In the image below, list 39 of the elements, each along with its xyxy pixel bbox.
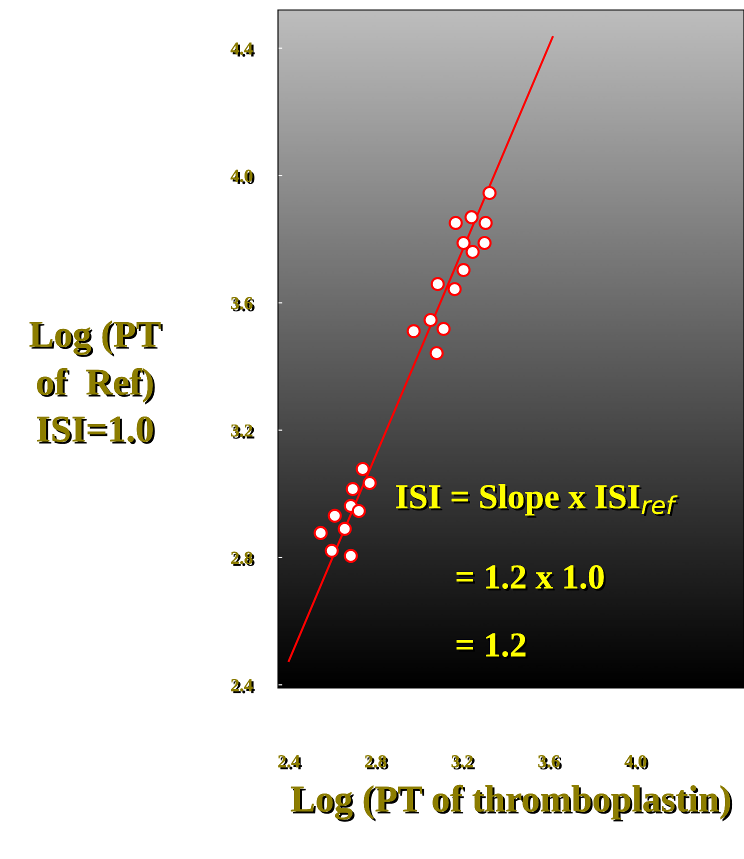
point (362, 476, 377, 490)
point (424, 312, 438, 328)
x-tick-label: 3.2 (452, 755, 475, 770)
point (338, 522, 352, 536)
x-tick-label: 3.6 (538, 755, 562, 770)
annotation: ISI = Slope x ISI$_{ref}$ (396, 484, 680, 518)
y-axis-title: Log (PT of Ref) ISI=1.0 (29, 320, 163, 444)
point (346, 482, 360, 496)
point (464, 210, 479, 224)
point (456, 263, 471, 278)
y-tick-label: 4.0 (230, 170, 254, 184)
y-tick-label: 2.8 (231, 552, 254, 566)
point (466, 244, 480, 259)
x-tick-label: 2.8 (365, 755, 388, 770)
annotation: = 1.2 (456, 633, 528, 659)
y-tick-label: 2.4 (231, 679, 255, 694)
point (482, 186, 497, 200)
point (448, 216, 463, 230)
point (344, 548, 358, 563)
point (352, 504, 366, 518)
x-axis-title: Log (PT of thromboplastin) (290, 784, 732, 822)
x-tick-label: 4.0 (624, 755, 648, 770)
point (356, 462, 370, 476)
point (314, 526, 328, 540)
y-tick-label: 4.4 (230, 42, 255, 57)
point (448, 282, 462, 296)
annotation: = 1.2 x 1.0 (456, 565, 606, 591)
point (324, 544, 339, 558)
point (436, 322, 451, 336)
point (430, 346, 444, 360)
y-tick-label: 3.2 (231, 424, 254, 439)
y-tick-label: 3.6 (231, 297, 255, 312)
point (406, 324, 421, 338)
point (478, 216, 493, 230)
point (456, 236, 471, 250)
point (430, 277, 445, 292)
point (478, 236, 492, 250)
point (328, 508, 342, 523)
x-tick-label: 2.4 (278, 755, 302, 770)
